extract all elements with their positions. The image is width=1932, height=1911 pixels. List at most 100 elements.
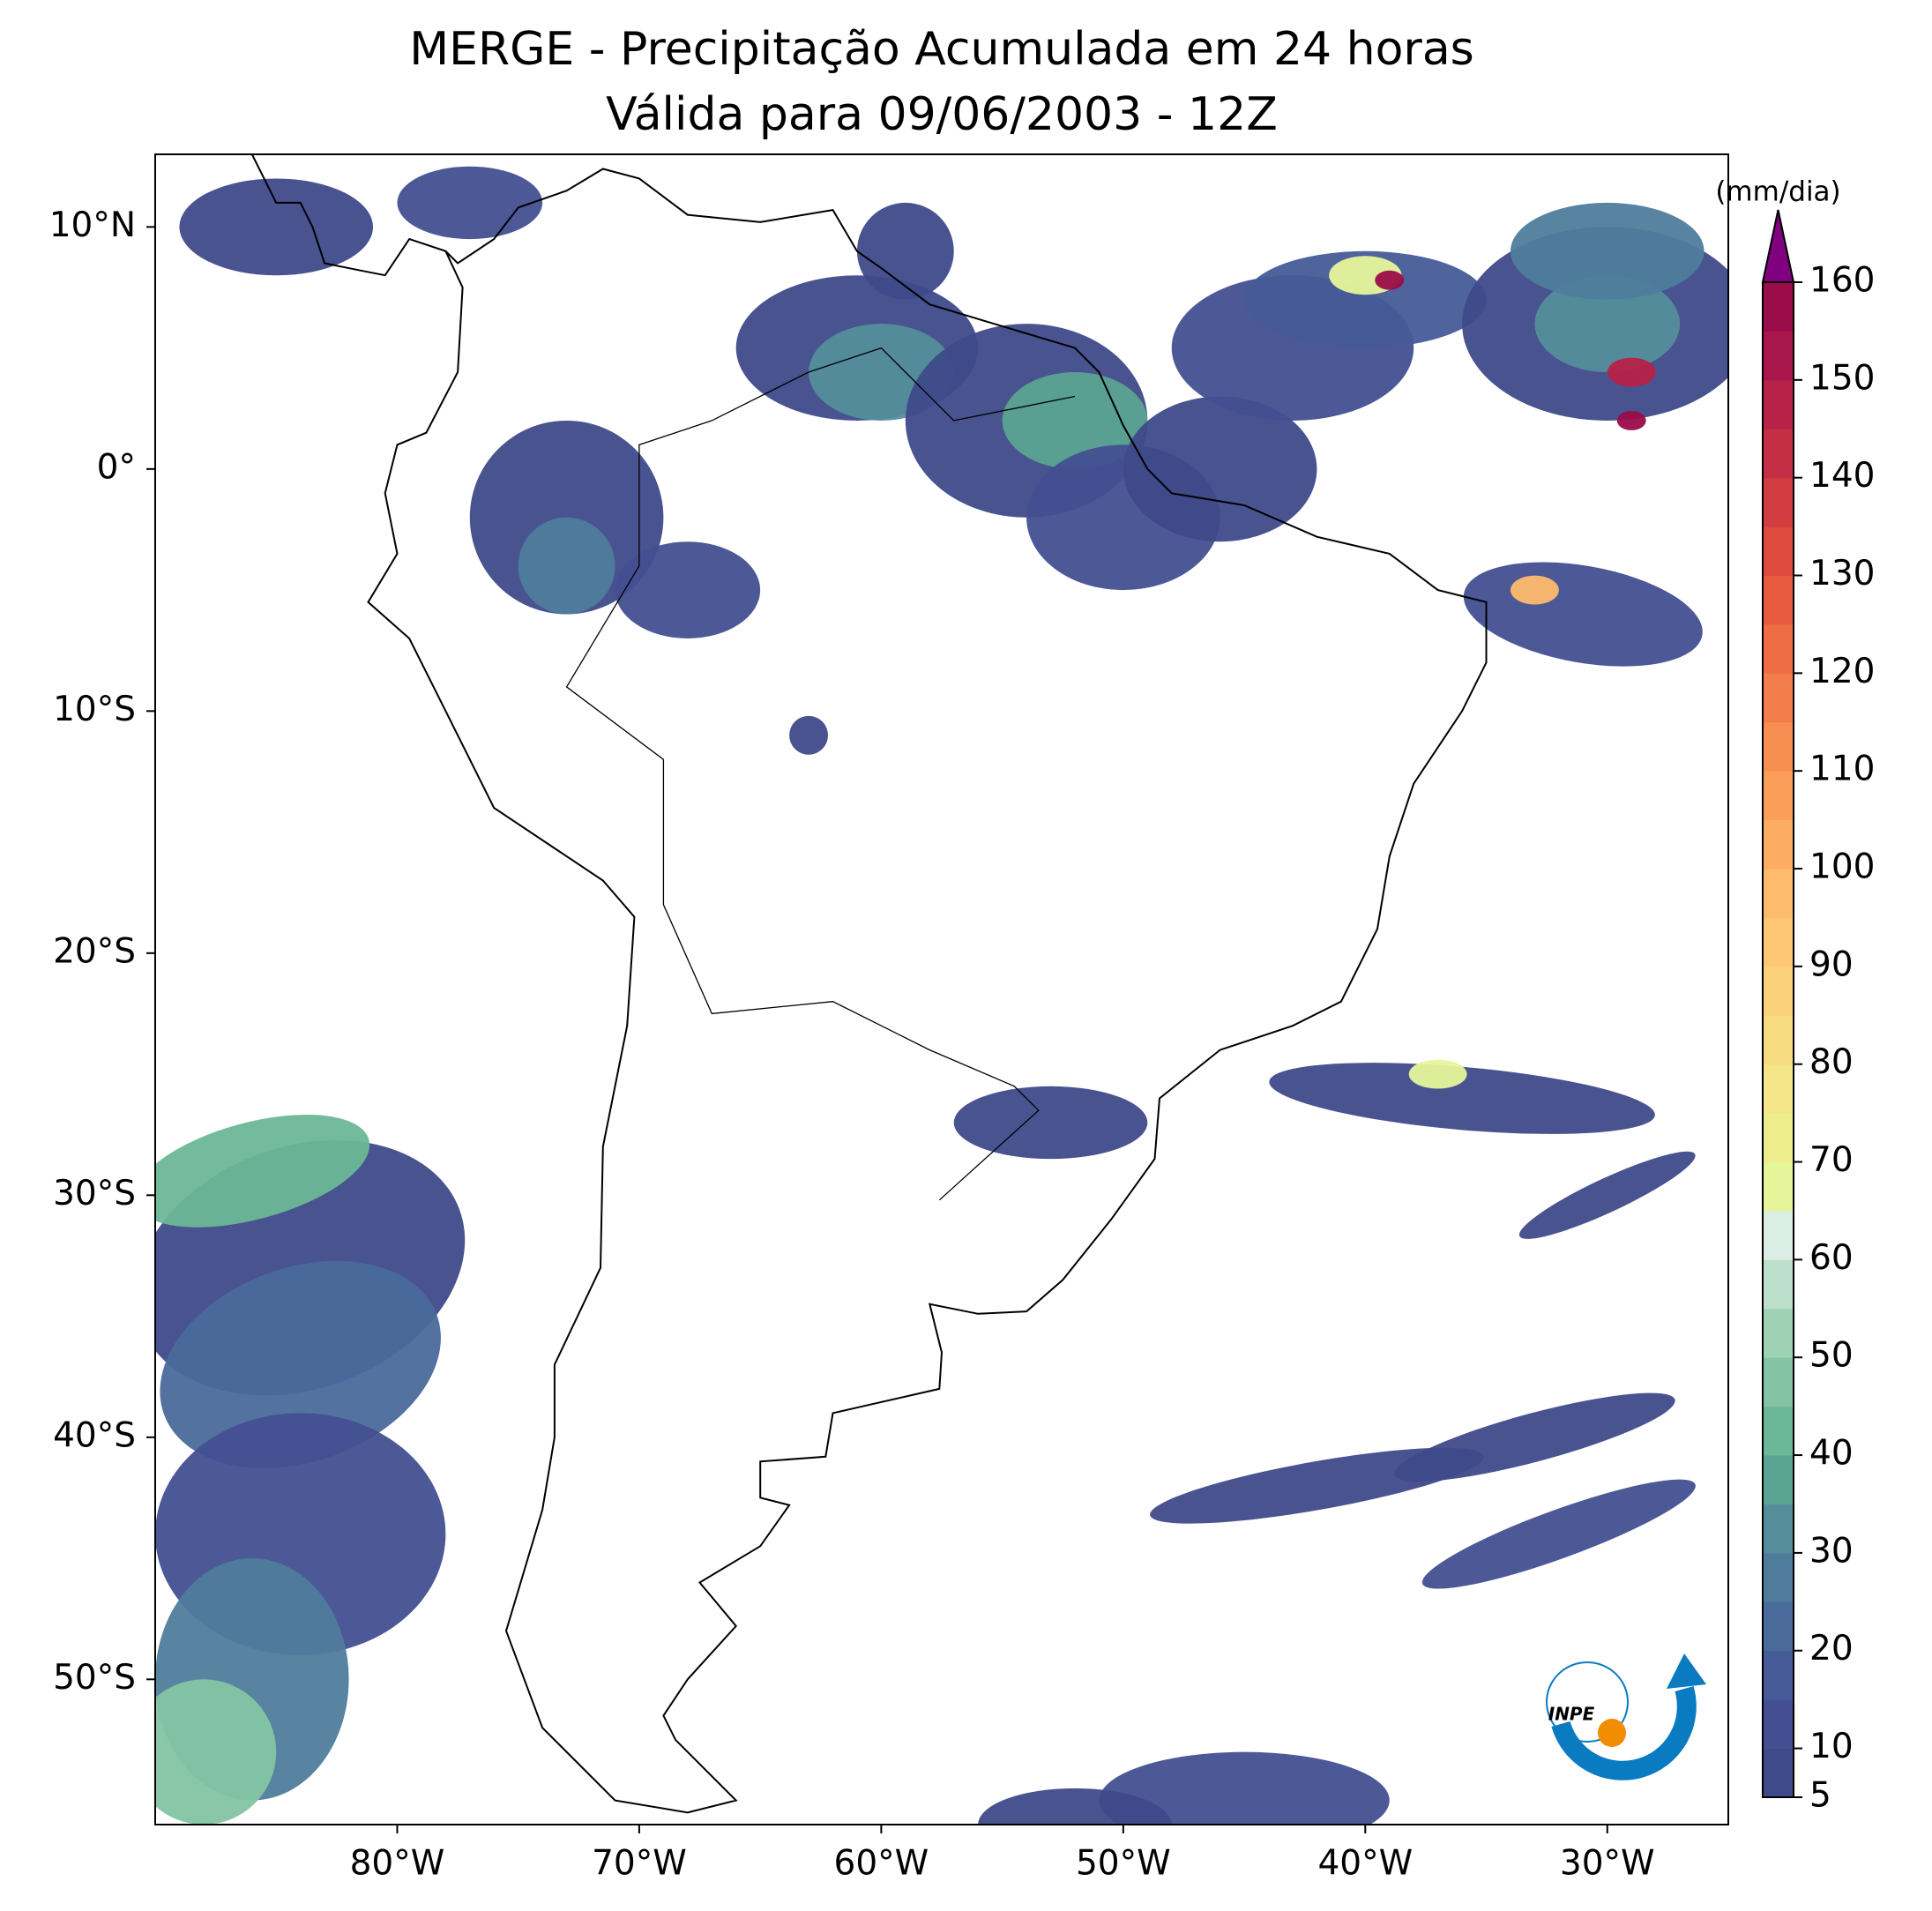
precipitation-area <box>1375 270 1405 290</box>
colorbar-segment <box>1763 1357 1794 1407</box>
colorbar-segment <box>1763 771 1794 821</box>
colorbar-segment <box>1763 1113 1794 1163</box>
colorbar-tick-label: 90 <box>1809 944 1854 984</box>
colorbar-segment <box>1763 1161 1794 1212</box>
precipitation-area <box>1607 357 1656 387</box>
y-tick-label: 40°S <box>53 1415 136 1455</box>
colorbar-segment <box>1763 1259 1794 1310</box>
y-tick-label: 20°S <box>53 931 136 971</box>
precipitation-area <box>155 1115 370 1228</box>
colorbar-segment <box>1763 1504 1794 1554</box>
colorbar-segment <box>1763 1650 1794 1700</box>
colorbar-tick-label: 130 <box>1809 554 1875 593</box>
y-tick-label: 10°N <box>49 205 136 245</box>
colorbar-segment <box>1763 1210 1794 1260</box>
precipitation-area <box>1463 562 1703 667</box>
colorbar-segment <box>1763 623 1794 674</box>
x-tick-label: 70°W <box>592 1844 687 1884</box>
precipitation-area <box>397 166 543 240</box>
logo-arc <box>1551 1685 1697 1780</box>
precipitation-area <box>155 1679 277 1825</box>
logo-ring <box>1546 1661 1629 1743</box>
precipitation-area <box>160 1260 441 1469</box>
precipitation-area <box>179 178 374 276</box>
colorbar-tick-label: 80 <box>1809 1042 1854 1082</box>
colorbar-tick-label: 50 <box>1809 1336 1854 1376</box>
colorbar-segment <box>1763 869 1794 918</box>
precipitation-area <box>953 1086 1148 1160</box>
logo: INPE <box>1546 1653 1706 1780</box>
precipitation-area <box>1394 1392 1675 1482</box>
x-tick-label: 30°W <box>1560 1844 1655 1884</box>
logo-text: INPE <box>1548 1704 1595 1725</box>
colorbar-segment <box>1763 819 1794 870</box>
colorbar-tick-label: 160 <box>1809 261 1875 301</box>
logo-arrow <box>1667 1653 1706 1689</box>
precipitation-area <box>1244 250 1487 348</box>
colorbar-segment <box>1763 966 1794 1016</box>
colorbar-tick-label: 30 <box>1809 1531 1854 1571</box>
precipitation-area <box>469 420 664 615</box>
colorbar-tick-label: 100 <box>1809 847 1875 887</box>
precipitation-area <box>615 541 761 638</box>
y-tick-label: 0° <box>97 447 136 487</box>
colorbar-frame <box>1762 282 1794 1798</box>
colorbar-tick-label: 5 <box>1809 1776 1831 1816</box>
map-area <box>155 154 1728 1825</box>
colorbar-segment <box>1763 379 1794 429</box>
colorbar-segment <box>1763 917 1794 967</box>
precipitation-area <box>856 202 954 300</box>
x-tick-label: 60°W <box>834 1844 929 1884</box>
colorbar-segment <box>1763 526 1794 577</box>
y-tick-label: 10°S <box>53 690 136 729</box>
colorbar-segment <box>1763 1699 1794 1750</box>
colorbar-tick-label: 150 <box>1809 358 1875 398</box>
colorbar-segment <box>1763 1552 1794 1602</box>
colorbar-tick-label: 40 <box>1809 1434 1854 1474</box>
colorbar-segment <box>1763 1601 1794 1652</box>
colorbar-tick-label: 140 <box>1809 456 1875 496</box>
precipitation-area <box>1534 275 1681 373</box>
colorbar-label: (mm/dia) <box>1715 176 1840 208</box>
coastline <box>250 154 1488 1814</box>
precipitation-area <box>1616 410 1646 430</box>
precipitation-area <box>1510 575 1559 605</box>
colorbar-segment <box>1763 1748 1794 1798</box>
colorbar-tick-label: 20 <box>1809 1629 1854 1668</box>
title: MERGE - Precipitação Acumulada em 24 hor… <box>409 23 1474 76</box>
precipitation-area <box>789 715 829 755</box>
logo-dot <box>1598 1719 1626 1747</box>
precipitation-area <box>1099 1751 1390 1825</box>
colorbar-segment <box>1763 575 1794 625</box>
colorbar-segment <box>1763 282 1794 332</box>
colorbar-tick-label: 60 <box>1809 1238 1854 1278</box>
precipitation-area <box>978 1788 1172 1825</box>
colorbar-segment <box>1763 1455 1794 1504</box>
colorbar-segment <box>1763 429 1794 479</box>
colorbar-segment <box>1763 477 1794 527</box>
x-tick-label: 50°W <box>1076 1844 1171 1884</box>
precipitation-area <box>1518 1151 1696 1239</box>
colorbar-segment <box>1763 673 1794 723</box>
colorbar-tick-label: 10 <box>1809 1727 1854 1766</box>
precipitation-area <box>1002 372 1148 469</box>
map-frame <box>154 153 1729 1825</box>
colorbar-tick-label: 70 <box>1809 1140 1854 1180</box>
border <box>565 347 1076 1201</box>
colorbar-segment <box>1763 1308 1794 1358</box>
colorbar-segment <box>1763 331 1794 381</box>
colorbar-tick-label: 110 <box>1809 750 1875 789</box>
colorbar: 5 10 20 30 40 50 60 70 80 90 100 110 120 130 140 150 160… <box>1715 176 1875 1816</box>
colorbar-tick-label: 120 <box>1809 652 1875 691</box>
colorbar-extend <box>1761 209 1795 283</box>
colorbar-segment <box>1763 1406 1794 1456</box>
colorbar-segment <box>1763 721 1794 772</box>
precipitation-area <box>1408 1059 1467 1089</box>
precipitation-area <box>1269 1063 1655 1134</box>
colorbar-segment <box>1763 1015 1794 1065</box>
precipitation-area <box>518 517 615 615</box>
x-tick-label: 40°W <box>1317 1844 1413 1884</box>
x-tick-label: 80°W <box>350 1844 445 1884</box>
precipitation-area <box>1123 396 1317 542</box>
